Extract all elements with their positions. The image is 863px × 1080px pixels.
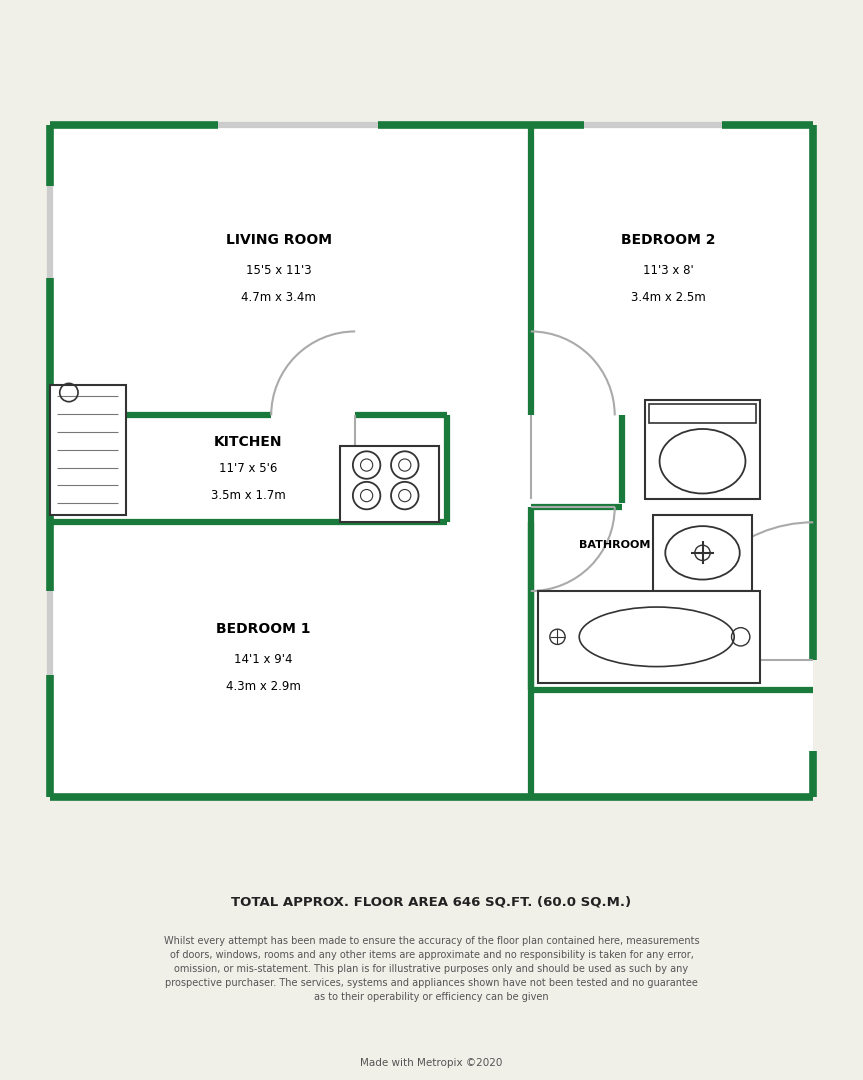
Ellipse shape <box>659 429 746 494</box>
Bar <box>646 401 759 499</box>
Text: BATHROOM: BATHROOM <box>579 540 651 550</box>
Text: LIVING ROOM: LIVING ROOM <box>226 233 331 247</box>
Text: 4.7m x 3.4m: 4.7m x 3.4m <box>242 291 316 303</box>
Text: 3.4m x 2.5m: 3.4m x 2.5m <box>631 291 706 303</box>
Text: 3.5m x 1.7m: 3.5m x 1.7m <box>211 489 286 502</box>
Ellipse shape <box>579 607 734 666</box>
Text: BEDROOM 2: BEDROOM 2 <box>620 233 715 247</box>
Bar <box>653 515 753 591</box>
Text: Whilst every attempt has been made to ensure the accuracy of the floor plan cont: Whilst every attempt has been made to en… <box>164 936 699 1002</box>
Text: Made with Metropix ©2020: Made with Metropix ©2020 <box>361 1057 502 1068</box>
Bar <box>649 404 756 423</box>
Bar <box>50 384 126 515</box>
Text: 11'3 x 8': 11'3 x 8' <box>643 264 694 276</box>
Text: BEDROOM 1: BEDROOM 1 <box>217 622 311 636</box>
Text: 4.3m x 2.9m: 4.3m x 2.9m <box>226 680 301 693</box>
Bar <box>539 591 759 683</box>
Ellipse shape <box>665 526 740 580</box>
Text: 15'5 x 11'3: 15'5 x 11'3 <box>246 264 312 276</box>
Text: 14'1 x 9'4: 14'1 x 9'4 <box>234 653 293 666</box>
Text: 11'7 x 5'6: 11'7 x 5'6 <box>219 462 278 475</box>
Text: KITCHEN: KITCHEN <box>214 435 282 449</box>
Text: TOTAL APPROX. FLOOR AREA 646 SQ.FT. (60.0 SQ.M.): TOTAL APPROX. FLOOR AREA 646 SQ.FT. (60.… <box>231 895 632 908</box>
Bar <box>340 446 439 523</box>
